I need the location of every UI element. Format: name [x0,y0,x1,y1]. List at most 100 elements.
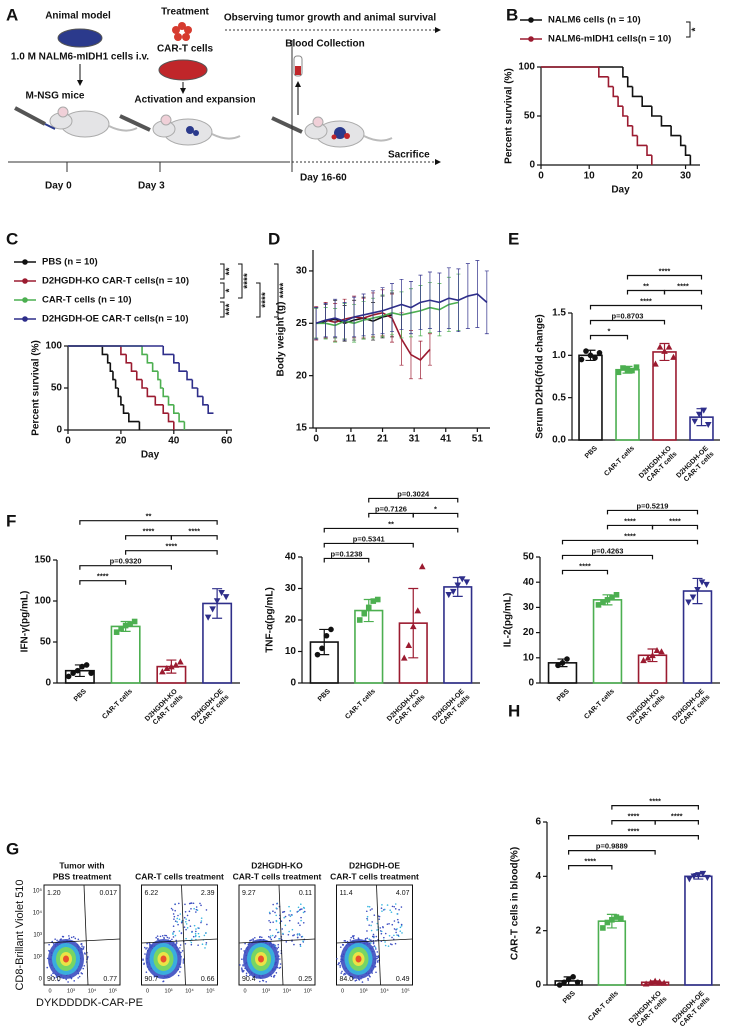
y-tick-label: 2 [535,925,541,936]
survival-step [196,388,203,398]
bar [592,599,623,684]
event-dot [83,952,86,954]
event-dot [166,936,169,939]
event-dot [190,938,193,941]
event-dot [271,934,274,937]
schematic-text: Activation and expansion [134,95,255,106]
event-dot [303,910,306,913]
data-point [356,617,363,623]
event-dot [376,951,379,953]
event-dot [82,967,85,970]
survival-step [135,371,143,381]
event-dot [379,927,382,929]
event-dot [299,934,301,936]
event-dot [178,918,181,921]
y-tick-label: 50 [51,383,63,394]
significance-bracket [606,509,699,515]
event-dot [390,911,393,913]
quadrant-value: 11.4 [340,890,353,897]
event-dot [177,914,179,917]
event-dot [182,958,185,961]
day-label: Day 0 [45,181,72,192]
significance-label: p=0.5341 [353,534,385,543]
significance-label: p=0.5219 [637,501,669,510]
event-dot [291,928,294,931]
legend-swatch [528,36,534,42]
x-tick-label: 51 [472,434,484,445]
data-point [604,919,611,926]
event-dot [274,935,277,937]
event-dot [337,963,339,966]
significance-label: **** [166,542,178,551]
x-tick-label: 40 [168,436,180,447]
x-tick-label: 11 [346,434,357,445]
event-dot [199,902,201,905]
event-dot [277,931,279,934]
schematic-text: Observing tumor growth and animal surviv… [224,13,436,24]
event-dot [375,971,377,974]
event-dot [156,935,159,937]
event-dot [190,907,192,910]
event-dot [190,941,193,944]
event-dot [275,928,278,931]
event-dot [300,919,302,922]
x-tick-label: 41 [440,434,452,445]
event-dot [270,975,273,978]
data-point [118,626,124,632]
data-point [609,594,615,601]
significance-bracket [626,289,666,295]
flow-y-tick-label: 10⁴ [33,910,43,917]
event-dot [144,946,146,949]
data-point [704,421,712,429]
event-dot [366,930,368,932]
syringe [14,106,46,126]
event-dot [274,911,276,914]
event-dot [179,966,182,968]
event-dot [300,916,302,919]
quadrant-value: 90.4 [242,976,256,983]
event-dot [269,912,271,915]
event-dot [186,914,189,917]
significance-label: **** [669,516,681,525]
event-dot [65,978,68,981]
flow-y-tick-label: 10⁵ [33,888,43,895]
event-dot [184,920,187,923]
event-dot [336,957,338,960]
x-tick-label: 10 [584,171,596,182]
event-dot [296,934,299,936]
y-tick-label: 20 [285,615,297,626]
survival-step [191,379,198,389]
survival-step [178,413,185,423]
event-dot [349,939,352,941]
significance-label: **** [579,561,591,570]
event-dot [283,916,285,919]
event-dot [77,938,80,941]
significance-bracket [274,263,279,318]
data-point [613,914,620,920]
flow-y-tick-label: 0 [39,977,43,983]
event-dot [204,947,206,949]
data-point [319,645,325,652]
y-tick-label: 0 [528,678,534,689]
event-dot [386,923,389,925]
event-dot [174,903,176,906]
data-point [113,629,120,635]
data-point [656,343,664,350]
legend-label: NALM6-mIDH1 cells(n = 10) [548,34,671,45]
survival-step [162,388,169,398]
x-tick-label: 60 [221,436,233,447]
event-dot [393,905,396,908]
significance-bracket [368,512,414,518]
x-axis-label: Day [611,185,630,196]
event-dot [393,920,396,922]
event-dot [178,902,180,905]
event-dot [205,942,208,944]
flow-x-tick-label: 10⁵ [206,987,214,994]
significance-bracket [561,554,654,560]
event-dot [296,911,299,913]
event-dot [177,923,179,926]
schematic: Animal model 1.0 M NALM6-mIDH1 cells i.v… [8,7,441,192]
data-point [127,621,133,627]
event-dot [195,911,197,913]
